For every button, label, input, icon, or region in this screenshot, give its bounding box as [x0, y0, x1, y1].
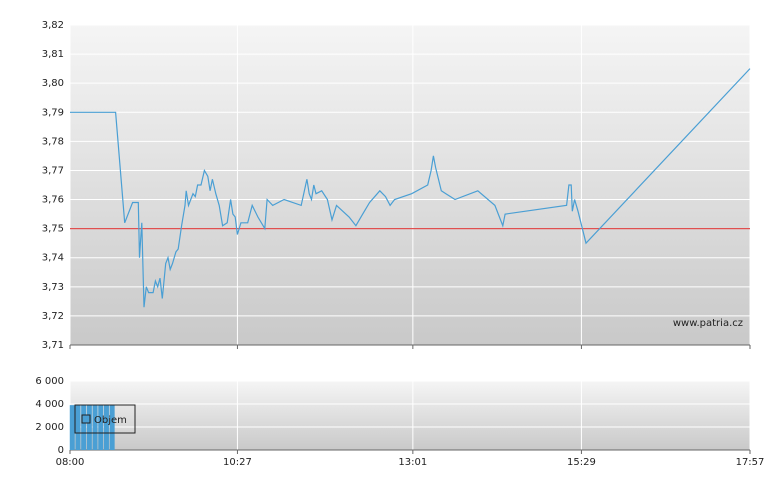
price-plot-area — [70, 25, 750, 345]
price-line — [70, 68, 751, 308]
volume-bar — [92, 405, 98, 450]
y-tick-label: 3,72 — [42, 311, 64, 322]
volume-bar — [86, 405, 92, 450]
volume-bar — [109, 405, 115, 450]
legend-swatch — [81, 414, 91, 424]
x-tick-label: 13:01 — [398, 457, 427, 468]
legend-box — [74, 404, 136, 434]
y-tick-label: 3,81 — [42, 49, 64, 60]
volume-bar — [81, 405, 87, 450]
y-tick-label: 6 000 — [35, 376, 64, 387]
y-tick-label: 3,80 — [42, 78, 64, 89]
volume-bar — [75, 405, 81, 450]
y-tick-label: 3,75 — [42, 224, 64, 235]
volume-bar — [98, 405, 104, 450]
x-tick-label: 15:29 — [567, 457, 596, 468]
y-tick-label: 3,77 — [42, 165, 64, 176]
volume-plot-area — [70, 381, 750, 450]
volume-bar — [103, 405, 109, 450]
y-tick-label: 4 000 — [35, 399, 64, 410]
annotation: www.patria.cz — [673, 318, 743, 329]
y-tick-label: 0 — [58, 445, 64, 456]
y-tick-label: 3,76 — [42, 195, 64, 206]
y-tick-label: 3,79 — [42, 107, 64, 118]
y-tick-label: 3,78 — [42, 136, 64, 147]
y-tick-label: 2 000 — [35, 422, 64, 433]
y-tick-label: 3,71 — [42, 340, 64, 351]
y-tick-label: 3,82 — [42, 20, 64, 31]
legend-label: Objem — [94, 415, 127, 426]
x-tick-label: 08:00 — [56, 457, 85, 468]
y-tick-label: 3,74 — [42, 253, 64, 264]
x-tick-label: 10:27 — [223, 457, 252, 468]
volume-bar — [69, 405, 75, 450]
x-tick-label: 17:57 — [736, 457, 765, 468]
y-tick-label: 3,73 — [42, 282, 64, 293]
